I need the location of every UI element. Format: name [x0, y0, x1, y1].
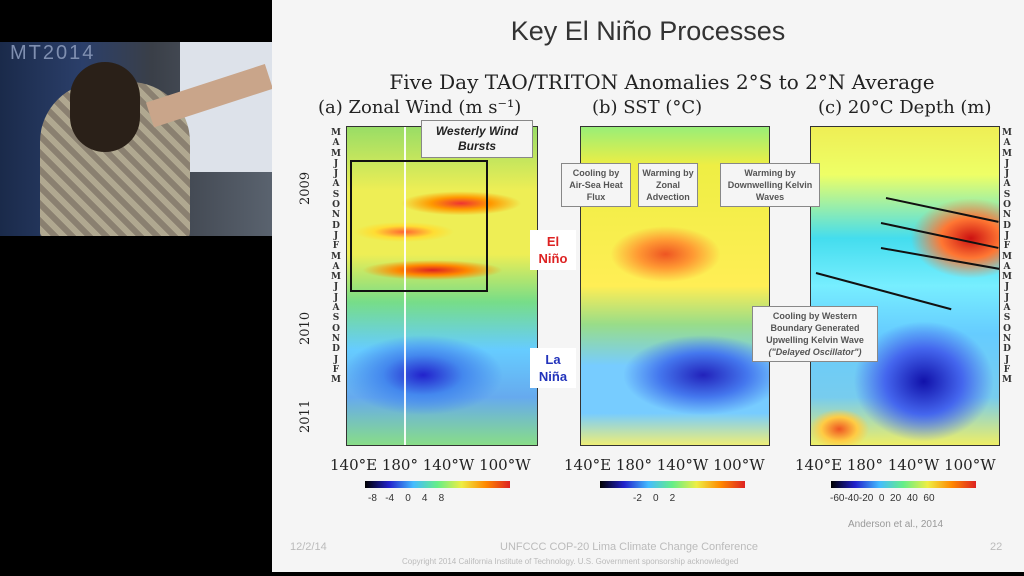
callout-warming-zonal: Warming by Zonal Advection — [638, 163, 698, 207]
month-label: J — [1004, 282, 1010, 293]
el-nino-highlight-box — [350, 160, 488, 292]
month-label: J — [333, 354, 339, 365]
month-label: A — [1003, 261, 1011, 272]
month-label: M — [1002, 272, 1012, 283]
month-label: J — [333, 292, 339, 303]
footer-date: 12/2/14 — [290, 541, 327, 553]
month-label: A — [332, 138, 340, 149]
month-label: J — [333, 230, 339, 241]
panel-b-x-ticks: 140°E 180° 140°W 100°W — [564, 456, 765, 474]
month-label: M — [1002, 128, 1012, 138]
speaker-head — [70, 62, 140, 152]
month-label: A — [332, 261, 340, 272]
month-label: M — [331, 148, 341, 159]
month-label: F — [332, 241, 340, 252]
month-label: N — [1002, 210, 1012, 221]
arrow — [815, 272, 952, 311]
callout-delayed-oscillator: ("Delayed Oscillator") — [768, 347, 862, 357]
month-label: J — [333, 158, 339, 169]
colorbar-wind — [365, 481, 510, 488]
arrow — [885, 197, 999, 223]
citation: Anderson et al., 2014 — [848, 519, 944, 530]
month-label: D — [1003, 344, 1011, 355]
month-label: N — [331, 333, 341, 344]
panel-c-title: (c) 20°C Depth (m) — [818, 97, 992, 118]
year-label-2009: 2009 — [298, 171, 313, 205]
footer-conference: UNFCCC COP-20 Lima Climate Change Confer… — [500, 541, 758, 553]
month-label: J — [1004, 354, 1010, 365]
callout-warming-kelvin: Warming by Downwelling Kelvin Waves — [720, 163, 820, 207]
month-label: M — [1002, 375, 1012, 386]
slide-title: Key El Niño Processes — [510, 16, 786, 46]
slide-subtitle: Five Day TAO/TRITON Anomalies 2°S to 2°N… — [389, 70, 935, 94]
month-label: J — [1004, 230, 1010, 241]
month-label: O — [332, 200, 340, 211]
arrow — [880, 222, 999, 249]
callout-westerly-wind-bursts: Westerly Wind Bursts — [421, 120, 533, 158]
month-label: S — [1003, 189, 1011, 200]
month-label: D — [1003, 220, 1011, 231]
footer-copyright: Copyright 2014 California Institute of T… — [402, 557, 739, 566]
month-label: A — [1003, 303, 1011, 314]
white-trace-line — [404, 127, 406, 445]
month-label: S — [332, 313, 340, 324]
month-label: F — [1003, 241, 1011, 252]
month-label: M — [331, 272, 341, 283]
month-label: N — [1002, 333, 1012, 344]
month-label: D — [332, 220, 340, 231]
month-label: D — [332, 344, 340, 355]
colorbar-wind-ticks: -8 -4 0 4 8 — [368, 493, 445, 504]
arrow — [880, 247, 999, 270]
panel-c-x-ticks: 140°E 180° 140°W 100°W — [795, 456, 996, 474]
month-label: A — [1003, 138, 1011, 149]
month-label: A — [332, 179, 340, 190]
colorbar-depth-ticks: -60-40-20 0 20 40 60 — [830, 493, 935, 504]
colorbar-sst-ticks: -2 0 2 — [633, 493, 676, 504]
zonal-wind-heatmap — [346, 126, 538, 446]
panel-a-x-ticks: 140°E 180° 140°W 100°W — [330, 456, 531, 474]
label-el-nino: El Niño — [530, 230, 576, 270]
month-label: J — [333, 282, 339, 293]
month-label: J — [333, 169, 339, 180]
month-label: F — [332, 364, 340, 375]
year-label-2010: 2010 — [298, 311, 313, 345]
month-label: A — [1003, 179, 1011, 190]
month-label: F — [1003, 364, 1011, 375]
month-label: S — [332, 189, 340, 200]
month-label: M — [1002, 148, 1012, 159]
callout-cooling-air-sea: Cooling by Air-Sea Heat Flux — [561, 163, 631, 207]
month-label: N — [331, 210, 341, 221]
month-label: A — [332, 303, 340, 314]
colorbar-sst — [600, 481, 745, 488]
speaker-video-inset: MT2014 — [0, 42, 276, 236]
depth-heatmap — [810, 126, 1000, 446]
colorbar-depth — [831, 481, 976, 488]
footer-page-number: 22 — [990, 541, 1003, 553]
label-la-nina: La Niña — [530, 348, 576, 388]
panel-b-title: (b) SST (°C) — [592, 97, 703, 118]
callout-cooling-western: Cooling by Western Boundary Generated Up… — [752, 306, 878, 362]
month-label: M — [1002, 251, 1012, 262]
month-label: O — [1003, 323, 1011, 334]
month-label: M — [331, 251, 341, 262]
backdrop-logo: MT2014 — [10, 42, 96, 64]
month-label: M — [331, 128, 341, 138]
month-label: O — [1003, 200, 1011, 211]
month-label: S — [1003, 313, 1011, 324]
panel-a-title: (a) Zonal Wind (m s⁻¹) — [318, 97, 522, 118]
month-label: M — [331, 375, 341, 386]
month-label: J — [1004, 292, 1010, 303]
month-label: J — [1004, 169, 1010, 180]
month-label: O — [332, 323, 340, 334]
callout-cooling-western-text: Cooling by Western Boundary Generated Up… — [766, 311, 864, 345]
month-label: J — [1004, 158, 1010, 169]
year-label-2011: 2011 — [298, 399, 313, 433]
